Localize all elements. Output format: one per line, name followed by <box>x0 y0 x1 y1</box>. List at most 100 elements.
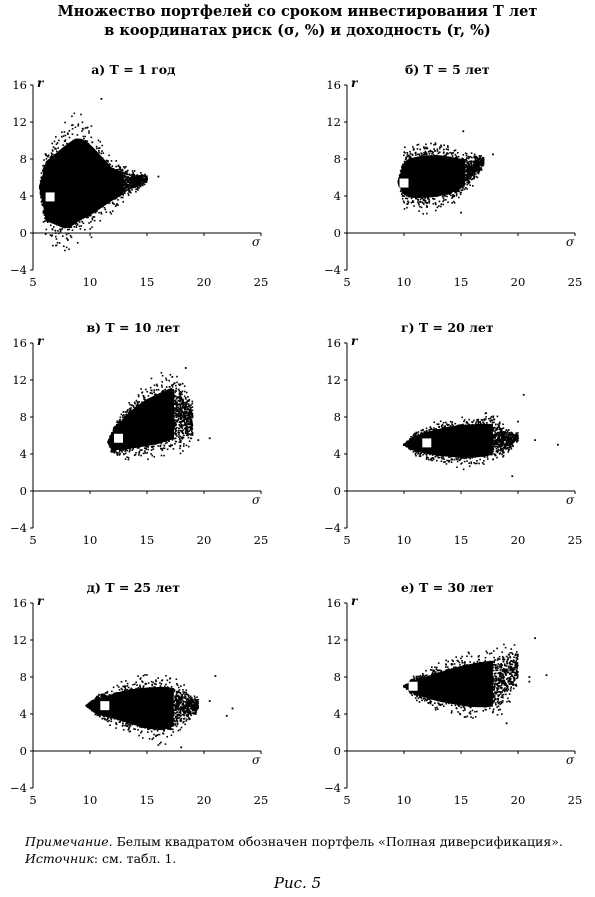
scatter-point <box>122 183 124 186</box>
scatter-point <box>445 199 447 201</box>
scatter-point <box>87 216 89 219</box>
scatter-point <box>414 180 417 182</box>
scatter-point <box>106 166 108 169</box>
scatter-point <box>45 189 48 192</box>
scatter-point <box>83 206 86 209</box>
scatter-point <box>45 214 48 217</box>
scatter-point <box>131 175 134 178</box>
scatter-point <box>54 212 57 215</box>
scatter-point <box>111 174 114 177</box>
outlier-point <box>146 177 148 180</box>
scatter-point <box>102 162 104 165</box>
scatter-point <box>452 182 454 184</box>
scatter-point <box>439 169 441 171</box>
scatter-point <box>417 177 420 179</box>
scatter-point <box>57 173 59 176</box>
scatter-point <box>421 189 424 191</box>
scatter-point <box>468 161 470 163</box>
x-axis-label: σ <box>566 235 575 249</box>
scatter-point <box>120 181 123 184</box>
scatter-point <box>451 188 453 190</box>
scatter-point <box>51 204 54 206</box>
scatter-point <box>95 192 97 194</box>
scatter-point <box>430 167 433 169</box>
scatter-point <box>54 232 57 234</box>
scatter-point <box>40 180 43 183</box>
scatter-point <box>110 199 113 202</box>
figure-title-line2: в координатах риск (σ, %) и доходность (… <box>104 22 491 39</box>
scatter-point <box>74 195 77 198</box>
scatter-point <box>76 174 78 176</box>
scatter-point <box>443 144 445 146</box>
scatter-point <box>93 165 95 167</box>
scatter-point <box>75 146 78 148</box>
scatter-point <box>46 166 49 169</box>
scatter-point <box>145 175 148 178</box>
scatter-point <box>74 198 77 200</box>
scatter-point <box>56 196 59 199</box>
scatter-point <box>65 184 68 187</box>
scatter-point <box>123 166 125 168</box>
scatter-point <box>45 154 47 156</box>
scatter-point <box>99 169 101 171</box>
scatter-point <box>60 150 62 152</box>
scatter-point <box>439 179 442 181</box>
scatter-point <box>63 164 65 167</box>
scatter-point <box>73 194 76 197</box>
scatter-point <box>105 175 108 178</box>
scatter-point <box>56 187 58 190</box>
scatter-point <box>48 189 50 192</box>
scatter-point <box>131 177 134 180</box>
scatter-point <box>101 169 104 171</box>
scatter-point <box>72 192 75 194</box>
scatter-point <box>430 172 432 174</box>
scatter-point <box>75 191 77 194</box>
scatter-point <box>84 193 87 195</box>
scatter-point <box>437 194 440 197</box>
scatter-point <box>63 200 65 202</box>
scatter-point <box>136 186 139 189</box>
scatter-point <box>91 141 94 143</box>
scatter-point <box>121 190 123 193</box>
scatter-point <box>141 184 144 187</box>
scatter-point <box>47 191 50 193</box>
scatter-point <box>443 159 446 162</box>
scatter-point <box>42 184 45 186</box>
scatter-point <box>117 184 120 187</box>
scatter-point <box>66 199 69 202</box>
scatter-point <box>70 159 73 162</box>
scatter-point <box>86 213 88 216</box>
scatter-point <box>66 142 68 145</box>
scatter-point <box>112 175 115 178</box>
scatter-point <box>56 216 59 218</box>
scatter-point <box>71 147 74 149</box>
scatter-point <box>107 181 110 183</box>
scatter-point <box>53 177 56 180</box>
scatter-point <box>116 175 118 178</box>
scatter-point <box>454 153 457 156</box>
scatter-point <box>107 175 110 178</box>
outlier-point <box>134 176 137 179</box>
scatter-point <box>111 191 113 193</box>
scatter-point <box>47 165 49 168</box>
scatter-point <box>122 185 124 187</box>
scatter-point <box>61 162 64 165</box>
scatter-point <box>44 179 46 182</box>
scatter-point <box>86 205 89 207</box>
scatter-point <box>57 184 59 186</box>
scatter-point <box>45 212 48 214</box>
scatter-point <box>65 237 68 240</box>
scatter-point <box>94 171 97 173</box>
scatter-point <box>85 180 88 182</box>
scatter-point <box>62 177 65 180</box>
scatter-point <box>137 175 140 178</box>
scatter-point <box>70 196 73 199</box>
scatter-point <box>140 172 142 174</box>
scatter-point <box>423 165 425 168</box>
scatter-point <box>50 213 53 216</box>
scatter-point <box>123 179 125 182</box>
scatter-point <box>75 222 78 225</box>
scatter-point <box>430 173 432 176</box>
scatter-point <box>45 188 48 191</box>
scatter-point <box>57 147 59 149</box>
